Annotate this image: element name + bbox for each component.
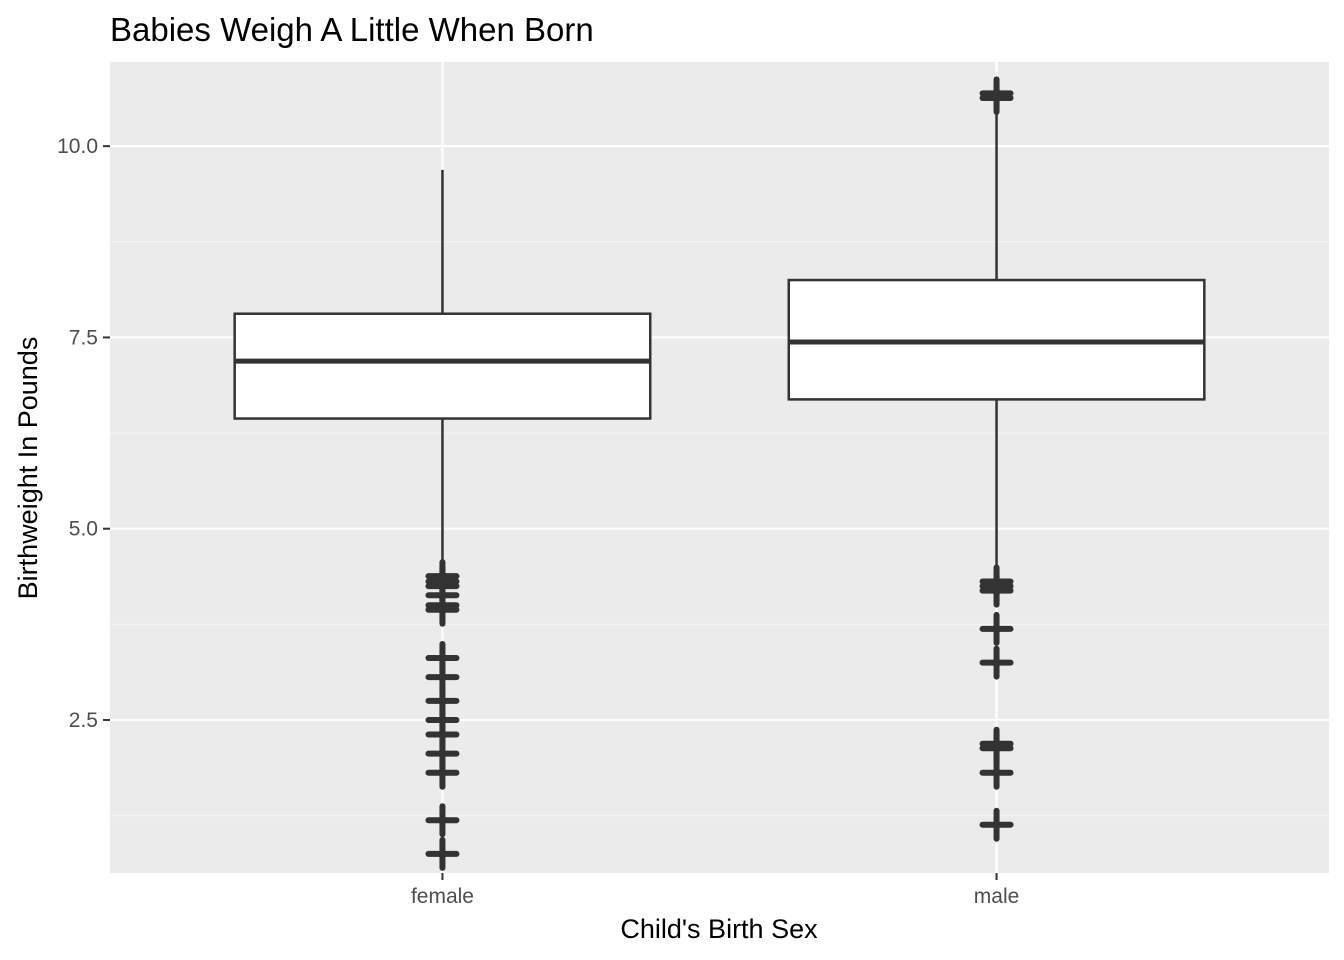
chart-title: Babies Weigh A Little When Born (110, 11, 594, 48)
box-iqr (235, 314, 651, 419)
x-axis: female male (411, 873, 1019, 908)
y-tick-label: 10.0 (57, 135, 98, 158)
x-tick-label: male (974, 885, 1020, 908)
x-axis-title: Child's Birth Sex (620, 914, 818, 944)
x-tick-label: female (411, 885, 474, 908)
y-tick-label: 2.5 (69, 709, 98, 732)
y-tick-label: 5.0 (69, 518, 98, 541)
y-axis: 2.5 5.0 7.5 10.0 (57, 135, 110, 732)
y-tick-label: 7.5 (69, 326, 98, 349)
plot-panel (110, 62, 1329, 873)
y-axis-title: Birthweight In Pounds (13, 337, 43, 600)
